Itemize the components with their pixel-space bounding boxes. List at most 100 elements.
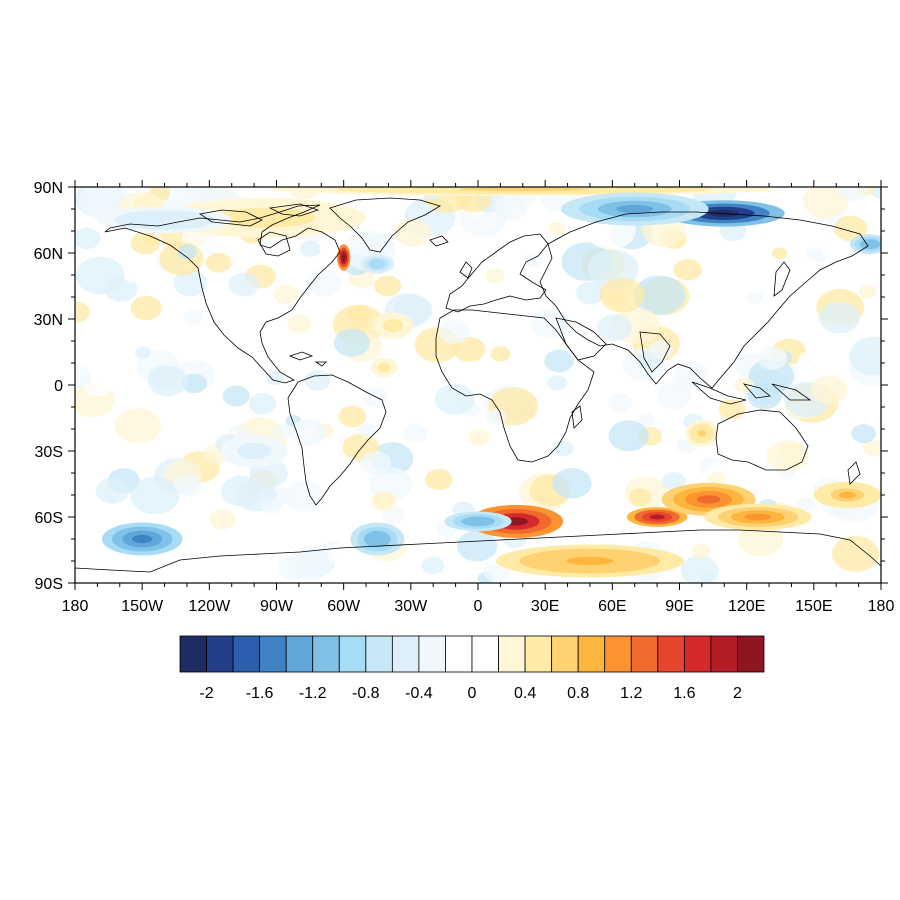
anomaly-contour xyxy=(696,495,721,504)
coastline-europe xyxy=(445,233,549,313)
x-tick-label: 120E xyxy=(728,598,765,615)
anomaly-speckle xyxy=(747,382,782,410)
anomaly-speckle xyxy=(633,275,686,316)
colorbar-label: 0.8 xyxy=(567,685,589,702)
anomaly-contour xyxy=(566,556,614,566)
colorbar-swatch xyxy=(657,635,685,673)
x-tick-label: 60W xyxy=(327,598,361,615)
anomaly-speckle xyxy=(75,365,92,389)
anomaly-speckle xyxy=(608,420,649,452)
axis-ticks: 180 150W 120W 90W 60W 30W 0 30E 60E 90E 120E 150E 18… xyxy=(34,180,895,615)
x-tick-label: 150E xyxy=(795,598,832,615)
anomaly-contour xyxy=(342,254,346,261)
anomaly-speckle xyxy=(360,450,392,475)
anomaly-speckle xyxy=(148,365,188,397)
coastline-arctic-islands xyxy=(198,203,320,227)
anomaly-speckle xyxy=(708,471,725,485)
anomaly-speckle xyxy=(304,370,331,391)
anomaly-speckle xyxy=(75,227,101,250)
x-tick-label: 30W xyxy=(394,598,428,615)
anomaly-speckle xyxy=(248,393,277,415)
anomaly-speckle xyxy=(849,336,881,376)
anomaly-speckle xyxy=(121,266,143,283)
anomaly-speckle xyxy=(810,375,848,404)
anomaly-contour xyxy=(839,491,856,499)
colorbar-swatch xyxy=(206,635,234,673)
anomaly-contour xyxy=(370,534,384,544)
anomaly-speckle xyxy=(796,497,815,512)
anomaly-speckle xyxy=(457,530,498,562)
anomaly-speckle xyxy=(364,209,399,237)
anomaly-speckle xyxy=(494,195,527,221)
anomaly-speckle xyxy=(284,481,325,512)
colorbar-swatch xyxy=(365,635,393,673)
x-tick-label: 150W xyxy=(121,598,164,615)
anomaly-speckle xyxy=(371,491,397,512)
anomaly-speckle xyxy=(177,244,198,260)
anomaly-contour xyxy=(132,534,153,544)
colorbar-swatch xyxy=(577,635,606,673)
anomaly-speckle xyxy=(718,399,745,420)
coastline-antarctica xyxy=(75,529,881,573)
anomaly-speckle xyxy=(547,375,568,391)
colorbar-label: 1.6 xyxy=(673,685,695,702)
coastline-greenland xyxy=(329,197,441,253)
anomaly-speckle xyxy=(278,555,310,580)
colorbar-swatch xyxy=(391,635,420,673)
anomaly-speckle xyxy=(333,328,371,357)
anomaly-speckle xyxy=(834,215,868,242)
anomaly-speckle xyxy=(115,408,162,444)
anomaly-speckle xyxy=(459,362,476,375)
anomaly-speckle xyxy=(691,543,711,559)
anomaly-speckle xyxy=(552,468,592,499)
anomaly-speckle xyxy=(674,361,709,389)
y-tick-label: 60S xyxy=(35,510,63,527)
anomaly-speckle xyxy=(181,373,208,394)
y-tick-label: 60N xyxy=(34,246,63,263)
anomaly-speckle xyxy=(75,301,90,323)
anomaly-contour xyxy=(459,187,586,191)
colorbar-label: -0.8 xyxy=(352,685,380,702)
anomaly-speckle xyxy=(531,435,565,462)
colorbar-swatch xyxy=(179,635,207,673)
anomaly-speckle xyxy=(130,476,180,515)
anomaly-speckle xyxy=(438,319,470,344)
colorbar-swatch xyxy=(471,635,499,673)
anomaly-speckle xyxy=(673,258,702,281)
anomaly-speckle xyxy=(220,475,261,507)
colorbar-swatch xyxy=(604,635,632,673)
anomaly-speckle xyxy=(209,509,236,530)
anomaly-speckle xyxy=(757,346,788,370)
colorbar-swatch xyxy=(338,635,367,673)
colorbar-label: 1.2 xyxy=(620,685,642,702)
coastline-hudson-bay xyxy=(257,231,291,257)
anomaly-speckle xyxy=(485,268,505,283)
anomaly-speckle xyxy=(486,408,507,425)
colorbar-swatch xyxy=(737,635,765,673)
anomaly-speckle xyxy=(747,291,764,304)
coastlines xyxy=(75,197,881,573)
y-tick-label: 0 xyxy=(54,378,63,395)
coastline-asia xyxy=(539,211,869,389)
anomaly-contour xyxy=(373,261,382,267)
coastline-iceland xyxy=(429,235,449,247)
anomaly-speckle xyxy=(374,275,402,297)
colorbar-swatch xyxy=(232,635,261,673)
anomaly-speckle xyxy=(142,233,159,247)
anomaly-speckle xyxy=(402,423,428,444)
anomaly-contour xyxy=(387,322,398,329)
x-tick-label: 0 xyxy=(474,598,483,615)
colorbar-swatch xyxy=(551,635,579,673)
anomaly-contour xyxy=(697,430,707,437)
anomaly-speckle xyxy=(608,393,633,412)
anomaly-speckle xyxy=(548,221,567,236)
anomaly-speckle xyxy=(544,349,574,373)
anomaly-speckle xyxy=(862,439,881,457)
anomaly-speckle xyxy=(306,269,342,297)
coastline-caribbean xyxy=(288,351,327,367)
coastline-north-america xyxy=(104,204,341,384)
anomaly-speckle xyxy=(858,285,877,299)
colorbar-swatch xyxy=(630,635,659,673)
x-tick-label: 180 xyxy=(868,598,895,615)
x-tick-label: 120W xyxy=(188,598,231,615)
